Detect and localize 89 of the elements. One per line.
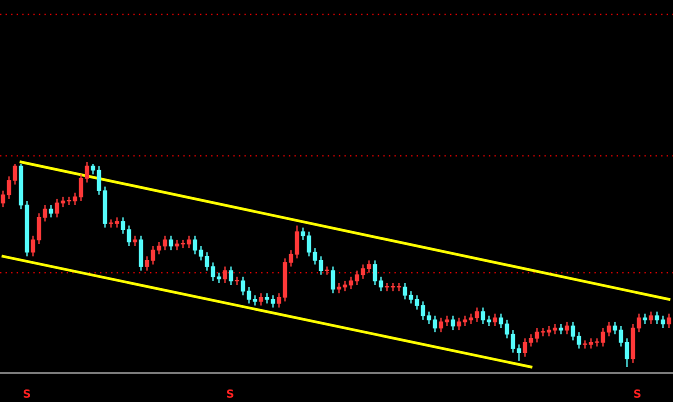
candlestick bbox=[606, 321, 612, 337]
candlestick bbox=[510, 329, 516, 354]
candlestick bbox=[204, 252, 210, 272]
candlestick bbox=[618, 325, 624, 348]
candlestick bbox=[534, 327, 540, 344]
candlestick bbox=[72, 192, 78, 206]
candlestick bbox=[192, 235, 198, 255]
candlestick bbox=[588, 338, 594, 350]
candlestick bbox=[504, 319, 510, 339]
candlestick bbox=[450, 315, 456, 331]
candlestick bbox=[666, 313, 672, 329]
candlestick bbox=[36, 212, 42, 245]
candlestick bbox=[258, 292, 264, 306]
candlestick bbox=[186, 235, 192, 249]
candlestick bbox=[6, 176, 12, 200]
candlestick bbox=[240, 276, 246, 296]
candlestick bbox=[144, 256, 150, 272]
candlestick bbox=[570, 321, 576, 342]
candlestick bbox=[648, 310, 654, 325]
candlestick bbox=[336, 282, 342, 294]
candlestick bbox=[330, 266, 336, 294]
candlestick bbox=[162, 235, 168, 251]
candlestick bbox=[0, 190, 6, 208]
candlestick bbox=[12, 163, 18, 186]
candlestick bbox=[624, 338, 630, 368]
candlestick bbox=[348, 276, 354, 290]
candlestick bbox=[270, 294, 276, 308]
candlestick bbox=[210, 262, 216, 282]
candlestick bbox=[426, 310, 432, 325]
candlestick bbox=[660, 315, 666, 329]
candlestick bbox=[354, 270, 360, 286]
candlestick bbox=[246, 286, 252, 304]
candlestick bbox=[120, 216, 126, 234]
candlestick bbox=[612, 321, 618, 335]
candlestick bbox=[516, 344, 522, 362]
candlestick bbox=[288, 249, 294, 268]
text: S bbox=[226, 389, 234, 398]
candlestick bbox=[432, 315, 438, 333]
candlestick bbox=[420, 300, 426, 321]
candlestick bbox=[60, 196, 66, 208]
candlestick bbox=[306, 231, 312, 257]
candlestick bbox=[228, 266, 234, 286]
candlestick bbox=[126, 224, 132, 247]
candlestick bbox=[54, 198, 60, 218]
candlestick bbox=[318, 256, 324, 276]
candlestick bbox=[42, 204, 48, 222]
candlestick bbox=[78, 174, 84, 202]
candlestick bbox=[222, 266, 228, 284]
candlestick bbox=[360, 264, 366, 280]
candlestick bbox=[300, 226, 306, 241]
candlestick bbox=[564, 321, 570, 335]
candlestick bbox=[96, 165, 102, 196]
text: S bbox=[24, 389, 30, 398]
candlestick bbox=[474, 306, 480, 323]
candlestick bbox=[132, 235, 138, 247]
candlestick bbox=[342, 280, 348, 292]
candlestick bbox=[522, 338, 528, 358]
candlestick bbox=[294, 224, 300, 260]
candlestick bbox=[636, 313, 642, 333]
candlestick bbox=[498, 313, 504, 329]
candlestick bbox=[492, 313, 498, 327]
candlestick bbox=[480, 306, 486, 325]
candlestick bbox=[456, 317, 462, 331]
candlestick bbox=[150, 245, 156, 266]
candlestick bbox=[90, 163, 96, 175]
candlestick bbox=[528, 334, 534, 348]
candlestick bbox=[198, 245, 204, 262]
candlestick bbox=[84, 161, 90, 184]
candlestick bbox=[174, 239, 180, 251]
candlestick bbox=[408, 290, 414, 304]
candlestick bbox=[156, 241, 162, 255]
candlestick bbox=[372, 260, 378, 286]
candlestick bbox=[558, 323, 564, 335]
candlestick bbox=[30, 235, 36, 257]
candlestick bbox=[576, 331, 582, 350]
candlestick bbox=[378, 276, 384, 292]
candlestick bbox=[552, 323, 558, 335]
text: S bbox=[634, 389, 641, 398]
candlestick bbox=[168, 235, 174, 251]
candlestick bbox=[276, 292, 282, 308]
candlestick bbox=[48, 204, 54, 218]
candlestick bbox=[312, 247, 318, 266]
candlestick bbox=[654, 310, 660, 325]
candlestick bbox=[600, 327, 606, 348]
candlestick bbox=[414, 294, 420, 310]
candlestick bbox=[114, 216, 120, 228]
candlestick bbox=[366, 260, 372, 274]
candlestick bbox=[438, 317, 444, 333]
candlestick bbox=[402, 282, 408, 300]
